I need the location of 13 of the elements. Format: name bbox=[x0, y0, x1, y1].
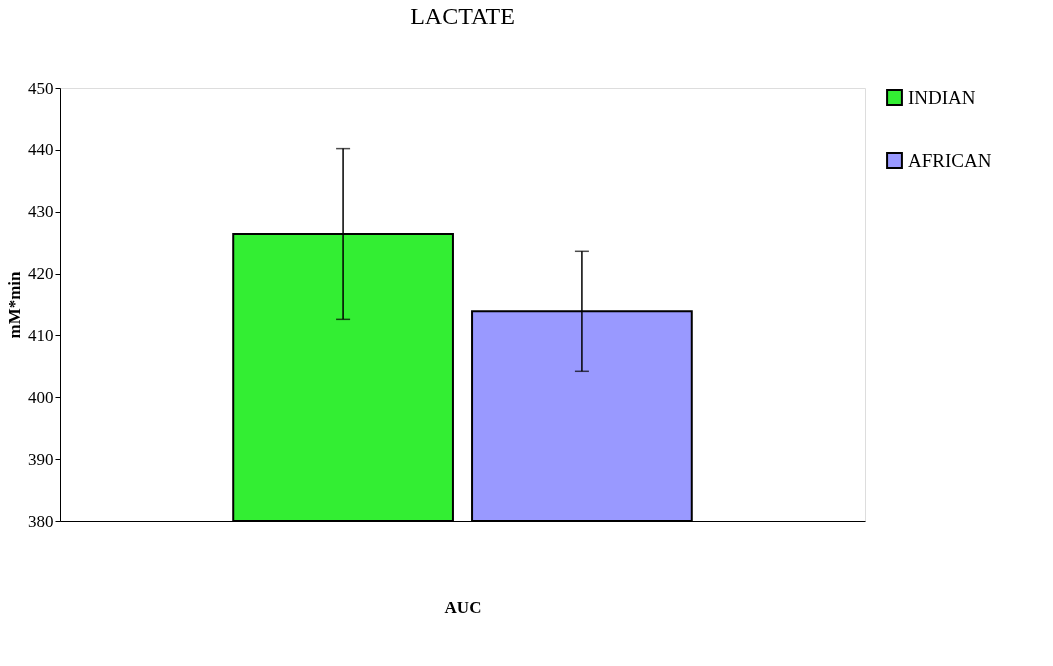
legend-label: AFRICAN bbox=[908, 149, 992, 171]
y-tick-label: 440 bbox=[28, 140, 54, 160]
y-tick-label: 410 bbox=[28, 325, 54, 345]
y-tick-label: 400 bbox=[28, 387, 54, 407]
y-tick-label: 420 bbox=[28, 264, 54, 284]
y-tick-label: 450 bbox=[28, 78, 54, 98]
y-tick-label: 430 bbox=[28, 202, 54, 222]
y-tick-label: 390 bbox=[28, 449, 54, 469]
y-axis-title: mM*min bbox=[5, 270, 24, 339]
legend-label: INDIAN bbox=[908, 86, 976, 108]
y-tick-label: 380 bbox=[28, 511, 54, 531]
chart-title: LACTATE bbox=[410, 3, 515, 29]
x-axis-title: AUC bbox=[444, 597, 482, 617]
